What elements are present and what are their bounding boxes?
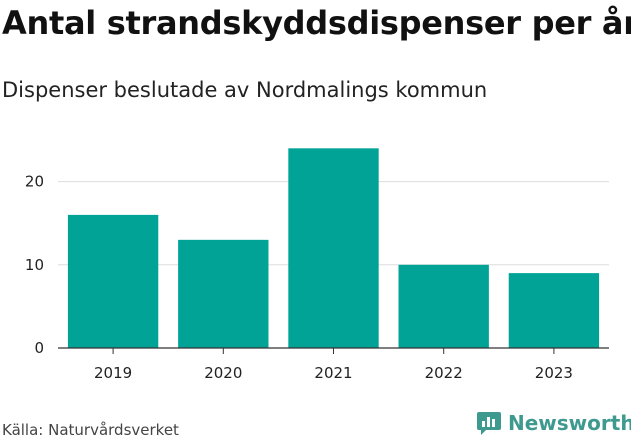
bar-chart: 0 10 20 2019 2020 2021 2022 2023 [25,148,609,382]
chart-title: Antal strandskyddsdispenser per år [2,4,631,42]
bar [398,264,489,348]
x-tick-label: 2021 [314,364,352,382]
x-tick-label: 2022 [425,364,463,382]
y-tick-label: 10 [25,256,44,274]
newsworthy-logo-icon [477,412,501,435]
x-tick-label: 2020 [204,364,242,382]
brand-name: Newsworthy [508,411,631,435]
x-tick-label: 2019 [94,364,132,382]
brand-logo: Newsworthy [476,408,631,438]
bar [67,214,159,348]
bar [508,273,600,348]
bar [288,148,379,348]
y-tick-label: 20 [25,173,44,191]
x-tick-label: 2023 [535,364,573,382]
source-note: Källa: Naturvårdsverket [2,421,179,439]
chart-subtitle: Dispenser beslutade av Nordmalings kommu… [2,78,488,102]
y-tick-label: 0 [34,339,44,357]
bar [178,239,269,348]
